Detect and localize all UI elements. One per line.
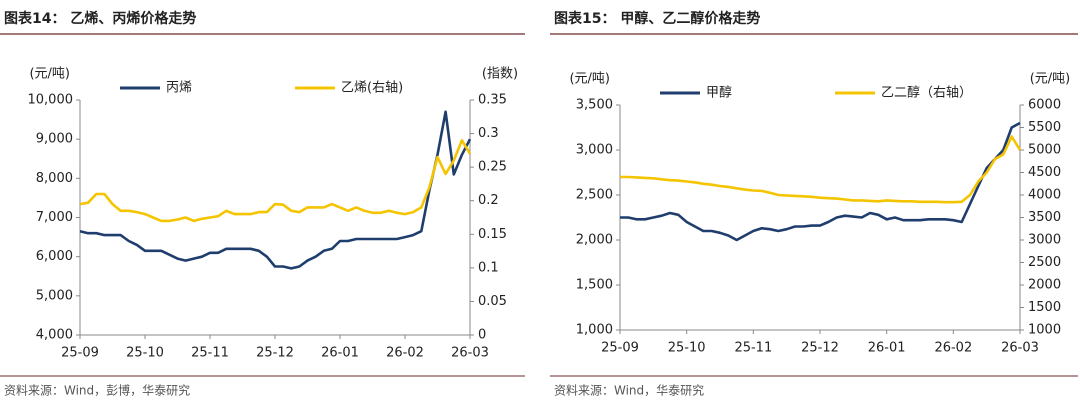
y2-tick-label: 0.25 xyxy=(478,160,507,175)
series-line xyxy=(79,139,472,223)
x-tick-label: 26-02 xyxy=(386,346,424,361)
y2-axis-label: (指数) xyxy=(482,67,518,82)
y2-tick-label: 0.15 xyxy=(478,227,507,242)
x-tick-label: 25-11 xyxy=(191,346,229,361)
legend-label: 丙烯 xyxy=(166,81,192,96)
y-tick-label: 7,000 xyxy=(36,210,73,225)
source: 资料来源：Wind，彭博，华泰研究 xyxy=(4,383,190,398)
x-tick-label: 25-10 xyxy=(126,346,164,361)
source: 资料来源：Wind，华泰研究 xyxy=(554,383,704,398)
y-tick-label: 1,000 xyxy=(576,323,613,338)
y2-tick-label: 0.2 xyxy=(478,193,499,208)
x-tick-label: 25-11 xyxy=(734,341,772,356)
y2-tick-label: 5000 xyxy=(1028,143,1061,158)
y2-tick-label: 0.35 xyxy=(478,93,507,108)
x-tick-label: 25-12 xyxy=(801,341,839,356)
y-tick-label: 3,500 xyxy=(576,98,613,113)
y2-tick-label: 0.1 xyxy=(478,260,499,275)
y-tick-label: 3,000 xyxy=(576,143,613,158)
y-tick-label: 6,000 xyxy=(36,249,73,264)
x-tick-label: 25-09 xyxy=(61,346,99,361)
y-tick-label: 1,500 xyxy=(576,278,613,293)
series-line xyxy=(620,121,1021,242)
y-tick-label: 5,000 xyxy=(36,288,73,303)
y-tick-label: 2,500 xyxy=(576,188,613,203)
y2-tick-label: 0.3 xyxy=(478,126,499,141)
y2-tick-label: 3500 xyxy=(1028,210,1061,225)
legend-label: 乙二醇（右轴） xyxy=(881,85,972,101)
y-tick-label: 10,000 xyxy=(28,93,74,108)
y2-tick-label: 5500 xyxy=(1028,120,1061,135)
x-tick-label: 26-01 xyxy=(868,341,906,356)
y2-axis-label: (元/吨) xyxy=(1030,72,1071,87)
x-tick-label: 26-02 xyxy=(934,341,972,356)
y2-tick-label: 4500 xyxy=(1028,165,1061,180)
y-tick-label: 9,000 xyxy=(36,132,73,147)
y-axis-label: (元/吨) xyxy=(569,72,610,87)
series-line xyxy=(79,110,472,270)
y2-tick-label: 1500 xyxy=(1028,300,1061,315)
y2-tick-label: 0.05 xyxy=(478,294,507,309)
chart-title: 图表15： 甲醇、乙二醇价格走势 xyxy=(554,10,760,27)
y-tick-label: 2,000 xyxy=(576,233,613,248)
x-tick-label: 26-01 xyxy=(321,346,359,361)
x-tick-label: 26-03 xyxy=(1001,341,1039,356)
x-tick-label: 25-12 xyxy=(256,346,294,361)
y2-tick-label: 0 xyxy=(478,328,486,343)
y-tick-label: 8,000 xyxy=(36,171,73,186)
x-tick-label: 25-09 xyxy=(601,341,639,356)
y2-tick-label: 4000 xyxy=(1028,188,1061,203)
legend-label: 乙烯(右轴) xyxy=(341,81,403,96)
y2-tick-label: 1000 xyxy=(1028,323,1061,338)
x-tick-label: 26-03 xyxy=(451,346,489,361)
y2-tick-label: 3000 xyxy=(1028,233,1061,248)
y2-tick-label: 2500 xyxy=(1028,255,1061,270)
chart-title: 图表14： 乙烯、丙烯价格走势 xyxy=(4,10,196,27)
y-axis-label: (元/吨) xyxy=(29,67,70,82)
legend-label: 甲醇 xyxy=(706,85,732,101)
y2-tick-label: 6000 xyxy=(1028,98,1061,113)
x-tick-label: 25-10 xyxy=(668,341,706,356)
y2-tick-label: 2000 xyxy=(1028,278,1061,293)
y-tick-label: 4,000 xyxy=(36,328,73,343)
series-line xyxy=(620,135,1022,204)
